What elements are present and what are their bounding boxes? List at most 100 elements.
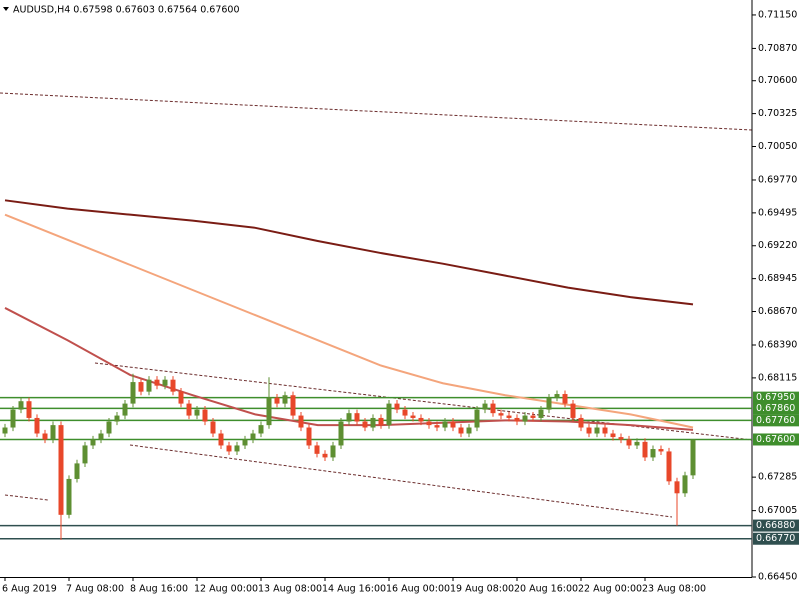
x-tick-label: 19 Aug 08:00 [450, 584, 514, 595]
y-tick-label: 0.68115 [758, 372, 797, 383]
price-level-label: 0.67950 [756, 392, 795, 403]
candle-body [258, 425, 264, 434]
candle-body [282, 395, 288, 404]
candle-body [290, 395, 296, 416]
candle-body [202, 409, 208, 422]
y-tick-label: 0.70600 [758, 75, 797, 86]
price-level-label: 0.66770 [756, 533, 795, 544]
price-level-tag [753, 414, 799, 427]
candle-body [610, 433, 616, 438]
candle-body [666, 451, 672, 482]
y-tick-label: 0.67285 [758, 472, 797, 483]
candle-body [178, 391, 184, 404]
trend-line [0, 92, 753, 131]
candle-body [162, 379, 168, 386]
candle-body [362, 421, 368, 428]
candle-body [218, 433, 224, 446]
trend-line [94, 362, 753, 441]
candle-body [242, 439, 248, 446]
x-tick-label: 6 Aug 2019 [2, 584, 57, 595]
price-level-tag [753, 402, 799, 415]
candle-body [370, 417, 376, 428]
y-tick-label: 0.69220 [758, 240, 797, 251]
price-level-label: 0.67600 [756, 434, 795, 445]
y-tick-label: 0.70050 [758, 141, 797, 152]
candle-body [58, 425, 64, 515]
menu-arrow[interactable] [3, 7, 9, 11]
candle-body [234, 445, 240, 452]
candle-body [522, 415, 528, 422]
candle-body [314, 445, 320, 454]
price-level-tag [753, 519, 799, 532]
candle-body [266, 397, 272, 426]
x-tick-label: 12 Aug 00:00 [194, 584, 258, 595]
candle-body [130, 382, 136, 404]
y-tick-label: 0.69495 [758, 207, 797, 218]
candle-body [402, 409, 408, 416]
x-tick-label: 16 Aug 00:00 [386, 584, 450, 595]
candle-body [274, 397, 280, 404]
candle-body [490, 403, 496, 414]
candle-body [466, 427, 472, 434]
candle-body [2, 427, 8, 434]
x-tick-label: 13 Aug 08:00 [258, 584, 322, 595]
candle-body [530, 415, 536, 418]
price-level-label: 0.67860 [756, 403, 795, 414]
candle-body [346, 413, 352, 422]
price-level-label: 0.67760 [756, 415, 795, 426]
candle-body [154, 379, 160, 386]
x-tick-label: 7 Aug 08:00 [66, 584, 124, 595]
candle-body [50, 425, 56, 440]
price-level-tag [753, 391, 799, 404]
y-tick-label: 0.68945 [758, 273, 797, 284]
trend-lines [0, 92, 753, 518]
x-tick-label: 23 Aug 08:00 [642, 584, 706, 595]
candle-body [514, 417, 520, 422]
candle-body [114, 415, 120, 422]
candle-body [98, 433, 104, 440]
candle-body [658, 449, 664, 452]
y-tick-label: 0.69770 [758, 174, 797, 185]
x-tick-label: 8 Aug 16:00 [130, 584, 188, 595]
price-level-tag [753, 433, 799, 446]
candle-body [594, 427, 600, 434]
candle-body [506, 415, 512, 418]
candle-body [602, 427, 608, 434]
candle-body [170, 379, 176, 392]
y-tick-label: 0.70870 [758, 43, 797, 54]
candle-body [498, 413, 504, 416]
candle-body [330, 445, 336, 458]
candle-body [650, 449, 656, 458]
x-tick-label: 22 Aug 00:00 [578, 584, 642, 595]
y-tick-label: 0.66450 [758, 572, 797, 583]
candle-body [626, 439, 632, 446]
candle-body [138, 382, 144, 392]
candle-body [354, 413, 360, 422]
price-level-label: 0.66880 [756, 520, 795, 531]
candle-body [338, 421, 344, 446]
candle-body [690, 439, 696, 476]
x-tick-label: 14 Aug 16:00 [322, 584, 386, 595]
candle-body [674, 481, 680, 494]
candle-body [394, 403, 400, 410]
candle-body [450, 421, 456, 428]
candle-body [386, 403, 392, 426]
candle-body [482, 403, 488, 410]
candle-body [538, 409, 544, 418]
candle-body [634, 441, 640, 446]
moving-average [4, 199, 694, 306]
candle-body [578, 417, 584, 428]
candle-body [562, 394, 568, 404]
candle-body [306, 427, 312, 446]
candle-body [546, 397, 552, 410]
candle-body [570, 403, 576, 418]
candle-body [378, 417, 384, 426]
y-tick-label: 0.71150 [758, 9, 797, 20]
y-tick-label: 0.68390 [758, 340, 797, 351]
candle-body [554, 394, 560, 398]
candle-body [10, 409, 16, 428]
candle-body [642, 441, 648, 458]
candle-body [474, 409, 480, 428]
